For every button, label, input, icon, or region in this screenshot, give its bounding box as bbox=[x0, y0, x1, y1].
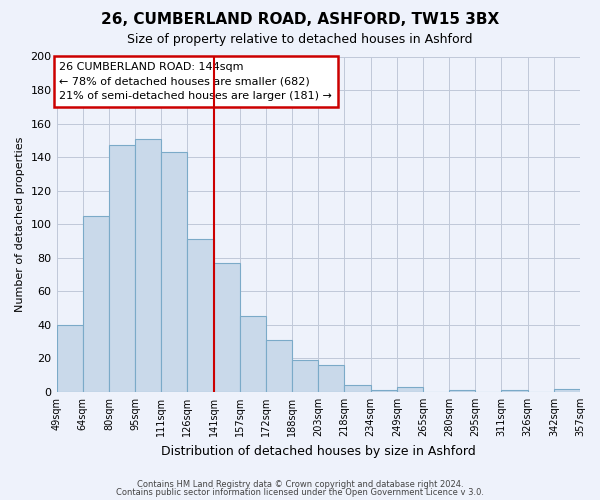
Text: Contains HM Land Registry data © Crown copyright and database right 2024.: Contains HM Land Registry data © Crown c… bbox=[137, 480, 463, 489]
Bar bbox=[449, 390, 475, 392]
Bar bbox=[397, 387, 423, 392]
Text: 26, CUMBERLAND ROAD, ASHFORD, TW15 3BX: 26, CUMBERLAND ROAD, ASHFORD, TW15 3BX bbox=[101, 12, 499, 28]
Bar bbox=[161, 152, 187, 392]
Bar bbox=[135, 138, 161, 392]
X-axis label: Distribution of detached houses by size in Ashford: Distribution of detached houses by size … bbox=[161, 444, 476, 458]
Bar bbox=[240, 316, 266, 392]
Bar bbox=[502, 390, 527, 392]
Text: Size of property relative to detached houses in Ashford: Size of property relative to detached ho… bbox=[127, 32, 473, 46]
Bar bbox=[109, 146, 135, 392]
Bar bbox=[187, 240, 214, 392]
Bar bbox=[371, 390, 397, 392]
Y-axis label: Number of detached properties: Number of detached properties bbox=[15, 136, 25, 312]
Bar bbox=[56, 325, 83, 392]
Bar bbox=[214, 263, 240, 392]
Bar bbox=[554, 388, 580, 392]
Bar bbox=[318, 365, 344, 392]
Bar bbox=[292, 360, 318, 392]
Text: 26 CUMBERLAND ROAD: 144sqm
← 78% of detached houses are smaller (682)
21% of sem: 26 CUMBERLAND ROAD: 144sqm ← 78% of deta… bbox=[59, 62, 332, 101]
Bar bbox=[266, 340, 292, 392]
Bar bbox=[83, 216, 109, 392]
Text: Contains public sector information licensed under the Open Government Licence v : Contains public sector information licen… bbox=[116, 488, 484, 497]
Bar bbox=[344, 385, 371, 392]
